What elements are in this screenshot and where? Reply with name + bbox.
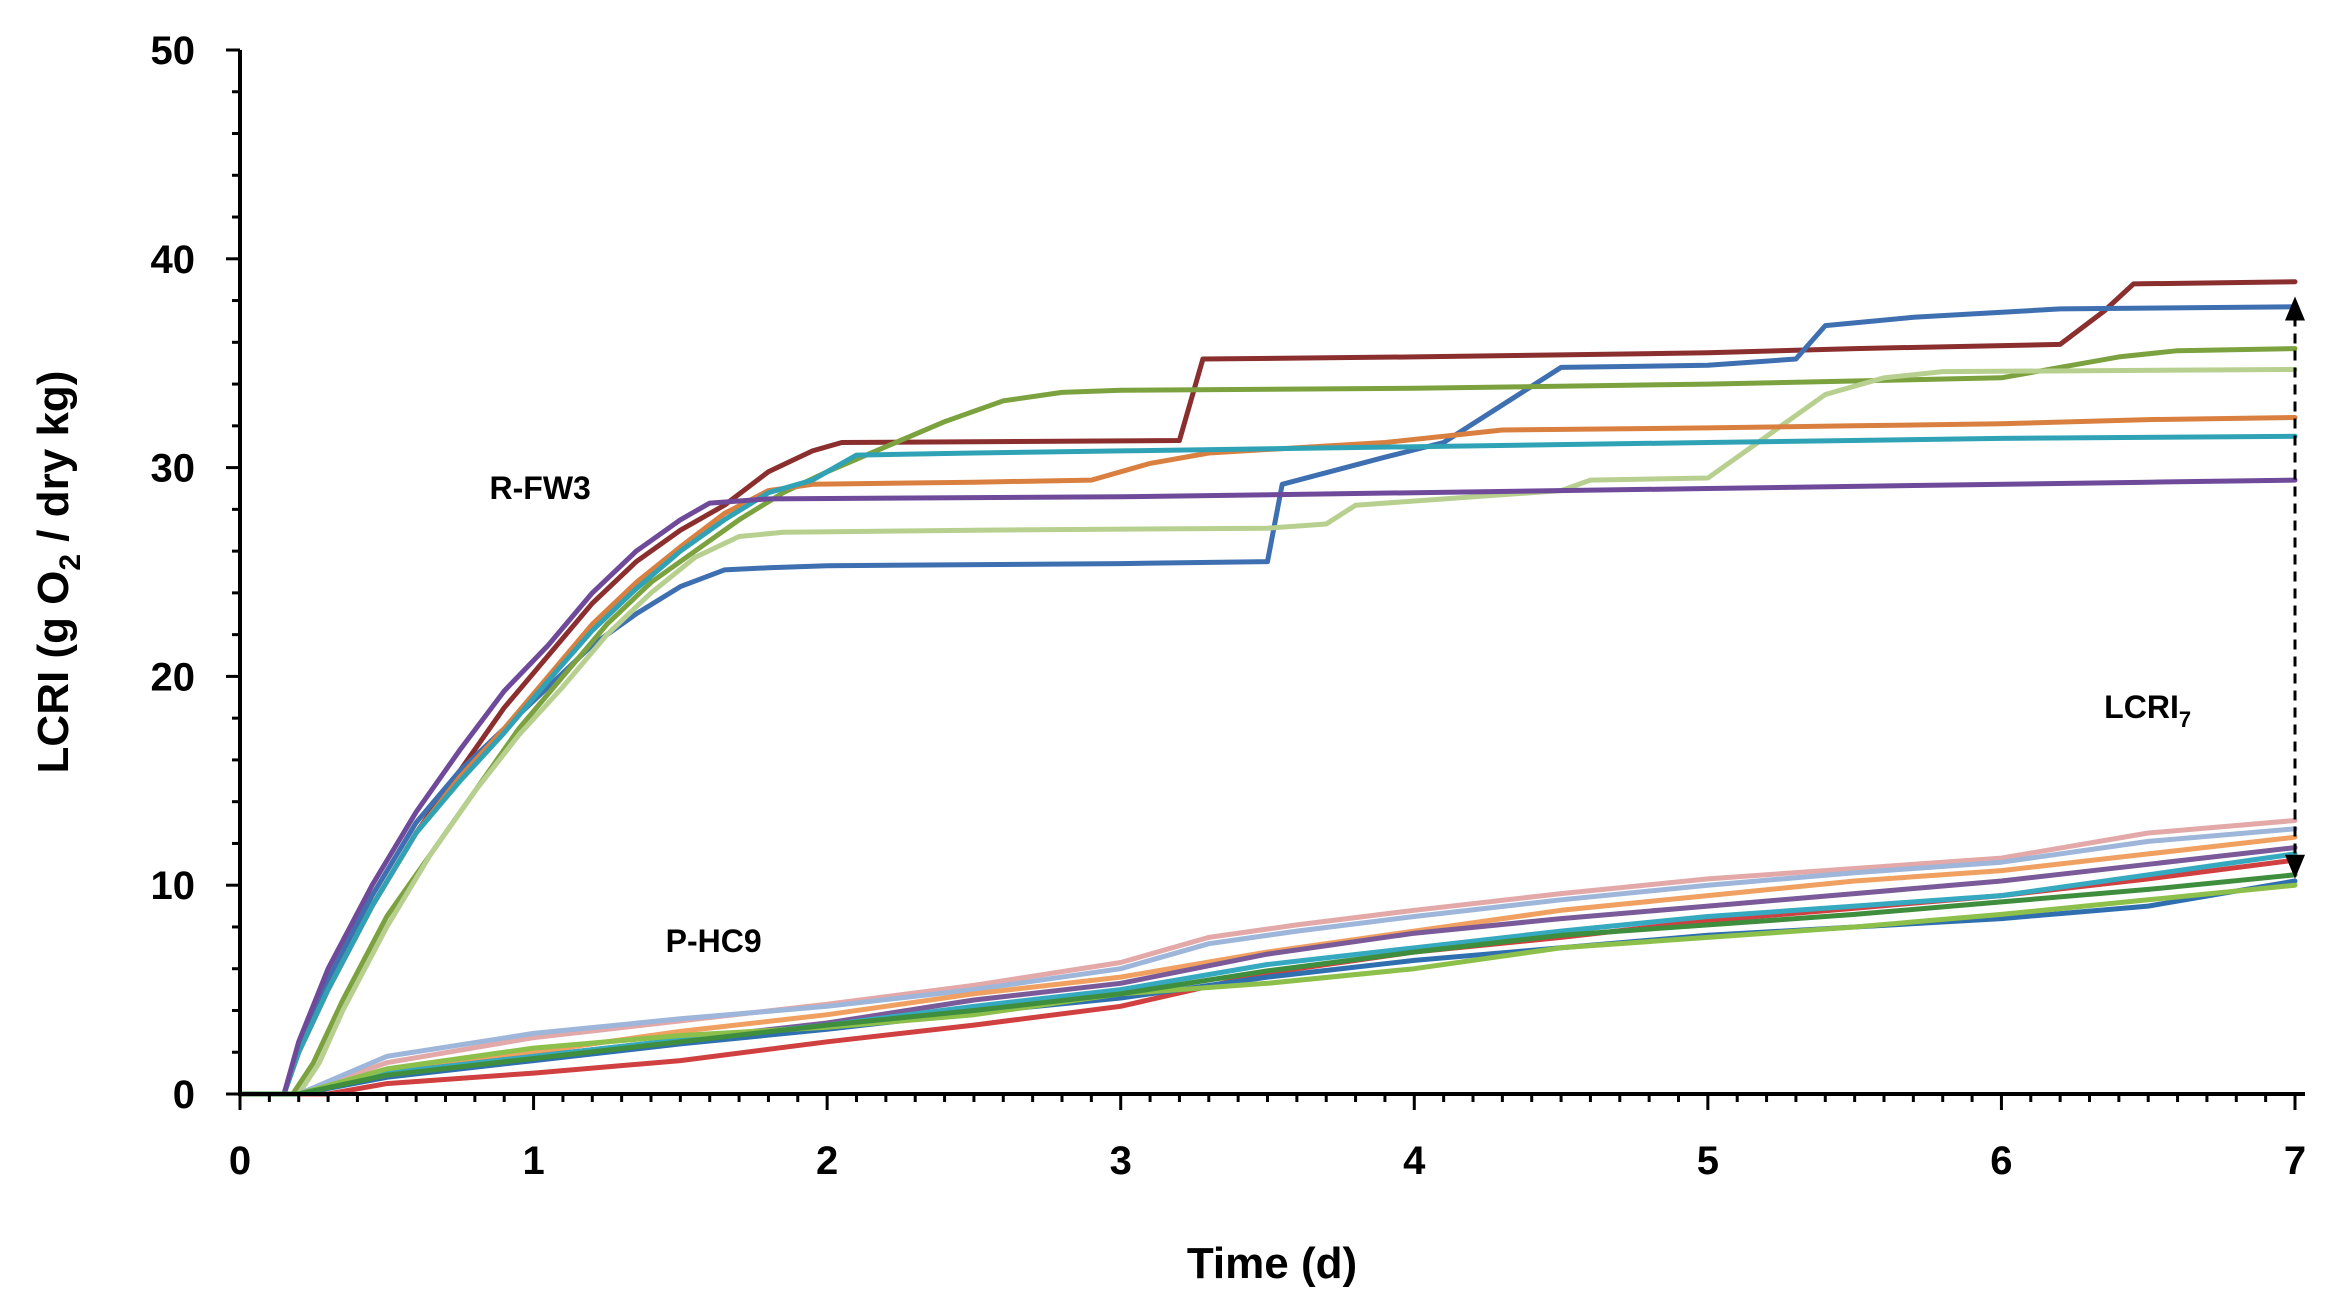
x-tick-label: 0 — [229, 1139, 251, 1183]
x-tick-label: 4 — [1403, 1139, 1426, 1183]
x-tick-label: 5 — [1697, 1139, 1719, 1183]
x-axis-title: Time (d) — [1187, 1239, 1357, 1288]
series-line-phc9-8 — [237, 818, 2298, 1097]
y-ticks — [226, 48, 240, 1096]
x-tick-label: 1 — [522, 1139, 544, 1183]
lcri7-arrow — [2285, 296, 2305, 879]
series-line-phc9-14 — [237, 878, 2298, 1097]
y-tick-label: 50 — [151, 29, 196, 73]
x-tick-label: 2 — [816, 1139, 838, 1183]
annotation-r-fw3: R-FW3 — [490, 470, 591, 506]
y-axis-title-subscript: 2 — [54, 554, 87, 571]
x-tick-labels: 0 1 2 3 4 5 6 7 — [229, 1139, 2306, 1183]
lcri7-arrow-head-top — [2285, 296, 2305, 321]
y-axis-title-main: LCRI (g O — [29, 571, 78, 774]
series-line-rfw3-7 — [237, 477, 2298, 1097]
annotation-lcri7-main: LCRI — [2104, 689, 2179, 725]
y-axis-title: LCRI (g O2 / dry kg) — [29, 371, 87, 774]
x-tick-label: 3 — [1110, 1139, 1132, 1183]
lcri7-arrow-head-bottom — [2285, 854, 2305, 879]
y-tick-label: 30 — [151, 447, 196, 491]
y-tick-label: 0 — [173, 1073, 195, 1117]
y-axis-title-rest: / dry kg) — [29, 371, 78, 554]
y-tick-label: 20 — [151, 655, 196, 699]
y-tick-label: 40 — [151, 238, 196, 282]
plot-lines — [237, 279, 2298, 1097]
y-tick-label: 10 — [151, 864, 196, 908]
annotation-p-hc9: P-HC9 — [666, 923, 762, 959]
series-line-phc9-9 — [237, 826, 2298, 1097]
series-line-rfw3-6 — [237, 433, 2298, 1097]
series-line-phc9-16 — [237, 872, 2298, 1097]
series-line-rfw3-5 — [237, 415, 2298, 1097]
x-tick-label: 7 — [2284, 1139, 2306, 1183]
series-line-phc9-15 — [237, 882, 2298, 1097]
x-ticks — [238, 1094, 2297, 1110]
series-line-rfw3-3 — [237, 346, 2298, 1097]
x-tick-label: 6 — [1990, 1139, 2012, 1183]
annotation-lcri7: LCRI7 — [2104, 689, 2191, 732]
series-line-rfw3-2 — [237, 304, 2298, 1097]
y-tick-labels: 0 10 20 30 40 50 — [151, 29, 196, 1117]
annotation-lcri7-subscript: 7 — [2179, 707, 2191, 732]
